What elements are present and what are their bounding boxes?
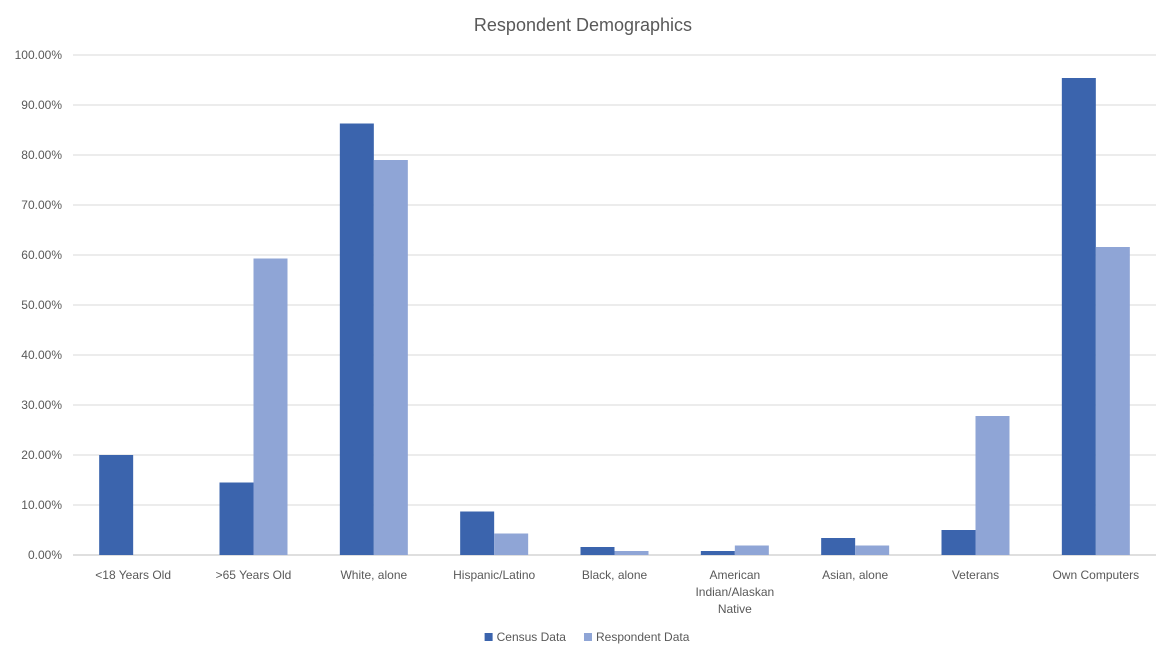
bar-census: Census Data: 3.4 — [821, 538, 856, 555]
category-label: Asian, alone — [822, 568, 888, 582]
bar-respondent: Respondent Data: 59.3 — [253, 258, 288, 555]
bar-respondent: Respondent Data: 1.9 — [855, 545, 890, 555]
category-label: Veterans — [952, 568, 999, 582]
chart-title: Respondent Demographics — [474, 15, 692, 35]
legend: Census Data Respondent Data — [484, 630, 690, 644]
y-tick-label: 70.00% — [21, 198, 62, 212]
bar-group: Census Data: 5Respondent Data: 27.8 — [941, 416, 1010, 555]
bar-respondent: Respondent Data: 1.9 — [734, 545, 769, 555]
bar-respondent: Respondent Data: 4.3 — [494, 533, 529, 555]
bar-census: Census Data: 5 — [941, 530, 976, 555]
bar-census: Census Data: 14.5 — [219, 482, 254, 555]
y-tick-label: 20.00% — [21, 448, 62, 462]
legend-label: Respondent Data — [596, 630, 690, 644]
category-label: Own Computers — [1052, 568, 1139, 582]
bar-respondent: Respondent Data: 61.6 — [1095, 247, 1130, 555]
category-label: Black, alone — [582, 568, 648, 582]
y-tick-label: 40.00% — [21, 348, 62, 362]
category-label: >65 Years Old — [216, 568, 292, 582]
bar-census: Census Data: 0.8 — [700, 551, 735, 555]
y-tick-label: 0.00% — [28, 548, 62, 562]
y-tick-label: 100.00% — [15, 48, 63, 62]
y-tick-label: 80.00% — [21, 148, 62, 162]
bar-census: Census Data: 8.7 — [460, 511, 495, 555]
bar-group: Census Data: 0.8Respondent Data: 1.9 — [700, 545, 769, 555]
y-tick-label: 60.00% — [21, 248, 62, 262]
bar-respondent: Respondent Data: 0.8 — [614, 551, 649, 555]
y-tick-label: 10.00% — [21, 498, 62, 512]
legend-swatch — [583, 633, 592, 641]
bar-respondent: Respondent Data: 27.8 — [975, 416, 1010, 555]
bar-group: Census Data: 95.4Respondent Data: 61.6 — [1061, 78, 1130, 555]
bar-group: Census Data: 86.3Respondent Data: 79 — [339, 123, 408, 555]
y-tick-label: 30.00% — [21, 398, 62, 412]
bar-group: Census Data: 8.7Respondent Data: 4.3 — [460, 511, 529, 555]
y-tick-label: 90.00% — [21, 98, 62, 112]
category-label: White, alone — [340, 568, 407, 582]
x-axis-labels: <18 Years Old >65 Years Old White, alone Hi… — [95, 568, 1139, 616]
bar-group: Census Data: 1.6Respondent Data: 0.8 — [580, 547, 649, 555]
bar-respondent: Respondent Data: 79 — [373, 160, 408, 555]
bar-census: Census Data: 86.3 — [339, 123, 374, 555]
category-label: <18 Years Old — [95, 568, 171, 582]
legend-swatch — [484, 633, 493, 641]
bar-census: Census Data: 95.4 — [1061, 78, 1096, 555]
bar-census: Census Data: 1.6 — [580, 547, 615, 555]
y-axis-ticks: 0.00% 10.00% 20.00% 30.00% 40.00% 50.00% 60.00… — [15, 48, 63, 562]
bar-census: Census Data: 20 — [99, 455, 134, 555]
bar-group: Census Data: 20 — [99, 455, 134, 555]
legend-item: Census Data — [484, 630, 567, 644]
legend-label: Census Data — [497, 630, 567, 644]
bars: Census Data: 20Census Data: 14.5Responde… — [99, 78, 1130, 555]
y-tick-label: 50.00% — [21, 298, 62, 312]
bar-group: Census Data: 3.4Respondent Data: 1.9 — [821, 538, 890, 555]
category-label: American Indian/Alaskan Native — [695, 568, 774, 616]
bar-group: Census Data: 14.5Respondent Data: 59.3 — [219, 258, 288, 555]
category-label: Hispanic/Latino — [453, 568, 535, 582]
legend-item: Respondent Data — [583, 630, 690, 644]
